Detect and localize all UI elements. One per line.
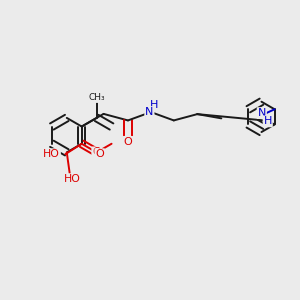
Text: O: O bbox=[92, 147, 101, 158]
Text: N: N bbox=[258, 108, 266, 118]
Text: HO: HO bbox=[64, 174, 81, 184]
Text: O: O bbox=[124, 137, 132, 147]
Text: HO: HO bbox=[43, 149, 60, 159]
Text: H: H bbox=[150, 100, 158, 110]
Text: H: H bbox=[264, 116, 272, 126]
Text: N: N bbox=[145, 107, 154, 117]
Text: O: O bbox=[95, 149, 104, 159]
Text: CH₃: CH₃ bbox=[88, 93, 105, 102]
